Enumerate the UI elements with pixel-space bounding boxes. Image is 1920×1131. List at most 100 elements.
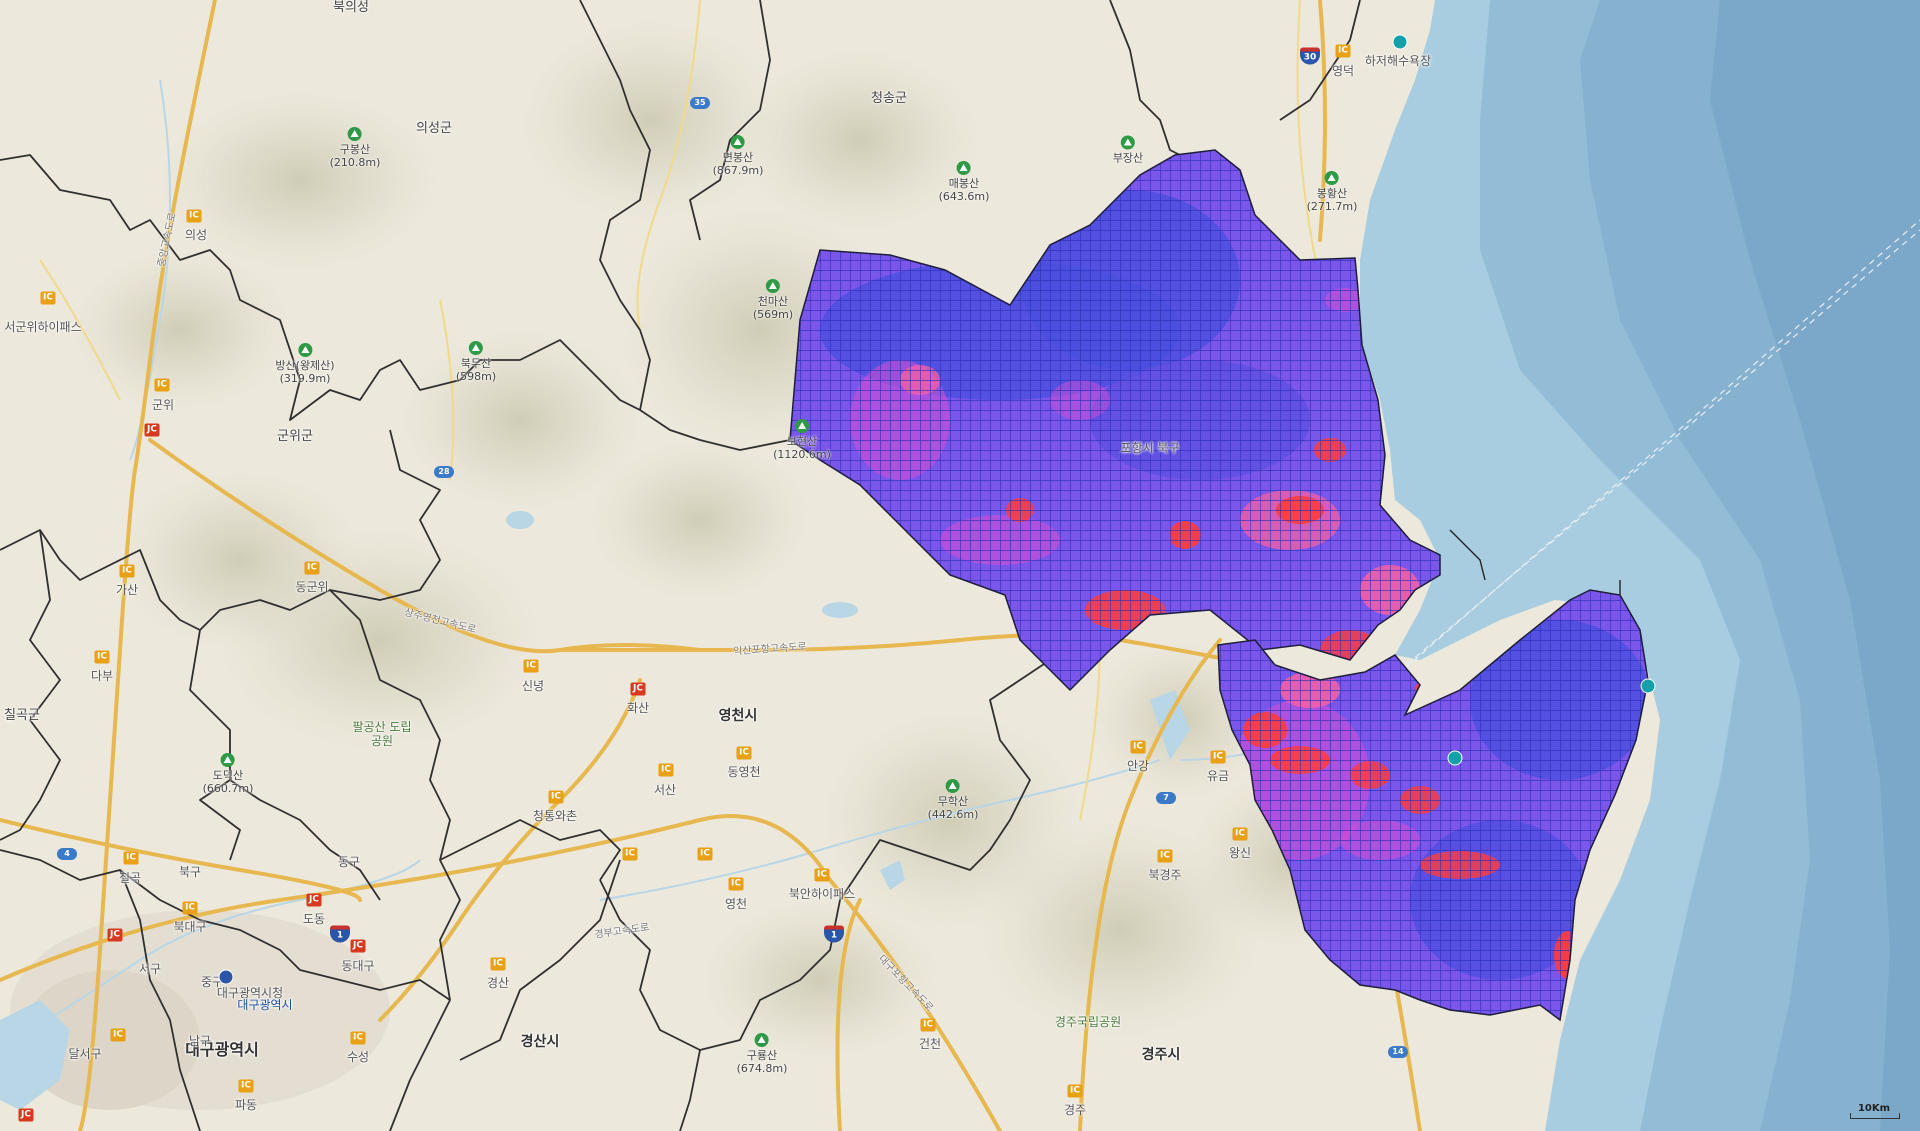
beach-icon[interactable] xyxy=(1392,34,1408,50)
peak-marker[interactable]: 방산(왕제산) (319.9m) xyxy=(275,343,335,385)
junction-icon[interactable]: JC xyxy=(306,893,322,907)
route-marker-icon: 4 xyxy=(57,848,77,860)
peak-marker[interactable]: 도덕산 (660.7m) xyxy=(203,753,253,795)
mountain-icon xyxy=(956,161,971,175)
highway-shield-icon: 30 xyxy=(1300,47,1320,65)
interchange-icon[interactable]: IC xyxy=(1067,1084,1083,1098)
town-label: 서산 xyxy=(653,783,677,797)
interchange-icon[interactable]: IC xyxy=(1157,849,1173,863)
town-label: 의성 xyxy=(184,228,208,242)
interchange-icon[interactable]: IC xyxy=(728,877,744,891)
highway-shield-icon: 1 xyxy=(330,925,350,943)
interchange-icon[interactable]: IC xyxy=(490,957,506,971)
scale-line xyxy=(1850,1113,1900,1119)
city-hall-icon[interactable] xyxy=(218,969,234,985)
metro-label: 대구광역시 xyxy=(185,1040,259,1059)
national-roads xyxy=(39,0,1321,821)
peak-marker[interactable]: 무학산 (442.6m) xyxy=(928,779,978,821)
district-label: 중구 xyxy=(200,975,224,989)
mountain-icon xyxy=(945,779,960,793)
interchange-icon[interactable]: IC xyxy=(154,378,170,392)
mountain-icon xyxy=(1324,171,1339,185)
mountain-icon xyxy=(765,279,780,293)
interchange-icon[interactable]: IC xyxy=(736,746,752,760)
route-marker-icon: 35 xyxy=(690,97,710,109)
interchange-icon[interactable]: IC xyxy=(920,1018,936,1032)
peak-marker[interactable]: 매봉산 (643.6m) xyxy=(939,161,989,203)
route-marker-icon: 28 xyxy=(434,466,454,478)
beach-icon[interactable] xyxy=(1640,678,1656,694)
town-label: 북안하이패스 xyxy=(788,887,856,901)
park-label: 경주국립공원 xyxy=(1054,1015,1122,1029)
scale-bar: 10Km xyxy=(1850,1103,1900,1119)
interchange-icon[interactable]: IC xyxy=(1130,740,1146,754)
mountain-icon xyxy=(298,343,312,357)
town-label: 안강 xyxy=(1126,759,1150,773)
poi-label: 대구광역시청 xyxy=(216,986,284,1000)
interchange-icon[interactable]: IC xyxy=(119,564,135,578)
interchange-icon[interactable]: IC xyxy=(1210,750,1226,764)
interchange-icon[interactable]: IC xyxy=(350,1031,366,1045)
interchange-icon[interactable]: IC xyxy=(40,291,56,305)
rivers xyxy=(0,79,1301,1051)
interchange-icon[interactable]: IC xyxy=(304,561,320,575)
park-label: 팔공산 도립공원 xyxy=(352,720,412,748)
peak-marker[interactable]: 천마산 (569m) xyxy=(753,279,793,321)
junction-icon[interactable]: JC xyxy=(18,1108,34,1122)
peak-marker[interactable]: 봉황산 (271.7m) xyxy=(1307,171,1357,213)
town-label: 동대구 xyxy=(341,959,375,973)
town-label: 왕신 xyxy=(1228,846,1252,860)
beach-icon[interactable] xyxy=(1447,750,1463,766)
region-label: 북의성 xyxy=(333,0,369,15)
junction-icon[interactable]: JC xyxy=(144,423,160,437)
city-label: 경주시 xyxy=(1141,1047,1181,1063)
region-label: 청송군 xyxy=(871,91,907,106)
interchange-icon[interactable]: IC xyxy=(110,1028,126,1042)
peak-marker[interactable]: 면봉산 (867.9m) xyxy=(713,135,763,177)
interchange-icon[interactable]: IC xyxy=(814,868,830,882)
interchange-icon[interactable]: IC xyxy=(186,209,202,223)
peak-marker[interactable]: 보현산 (1120.6m) xyxy=(773,419,831,461)
town-label: 북경주 xyxy=(1148,868,1182,882)
district-label: 수성 xyxy=(346,1050,370,1064)
junction-icon[interactable]: JC xyxy=(350,939,366,953)
interchange-icon[interactable]: IC xyxy=(123,851,139,865)
town-label: 건천 xyxy=(918,1037,942,1051)
interchange-icon[interactable]: IC xyxy=(1335,44,1351,58)
town-label: 영덕 xyxy=(1331,64,1355,78)
town-label: 화산 xyxy=(626,701,650,715)
interchange-icon[interactable]: IC xyxy=(697,847,713,861)
town-label: 군위 xyxy=(151,398,175,412)
district-label: 동구 xyxy=(337,855,361,869)
mountain-icon xyxy=(347,127,362,141)
interchange-icon[interactable]: IC xyxy=(182,901,198,915)
interchange-icon[interactable]: IC xyxy=(658,763,674,777)
town-label: 경산 xyxy=(486,976,510,990)
town-label: 북대구 xyxy=(173,920,207,934)
peak-marker[interactable]: 구룡산 (674.8m) xyxy=(737,1033,787,1075)
interchange-icon[interactable]: IC xyxy=(622,847,638,861)
junction-icon[interactable]: JC xyxy=(107,928,123,942)
interchange-icon[interactable]: IC xyxy=(1232,827,1248,841)
interchange-icon[interactable]: IC xyxy=(523,659,539,673)
district-label: 북구 xyxy=(178,865,202,879)
admin-boundaries xyxy=(0,0,1361,1131)
mountain-icon xyxy=(1121,135,1135,150)
town-label: 파동 xyxy=(234,1098,258,1112)
interchange-icon[interactable]: IC xyxy=(94,650,110,664)
overlay-south-outline xyxy=(1217,589,1649,1022)
peak-marker[interactable]: 구봉산 (210.8m) xyxy=(330,127,380,169)
peak-marker[interactable]: 북두산 (598m) xyxy=(456,341,496,383)
junction-icon[interactable]: JC xyxy=(630,682,646,696)
sea xyxy=(1360,0,1920,1131)
interchange-icon[interactable]: IC xyxy=(238,1079,254,1093)
town-label: 동영천 xyxy=(727,765,761,779)
interchange-icon[interactable]: IC xyxy=(548,790,564,804)
peak-marker[interactable]: 부장산 xyxy=(1113,135,1143,165)
town-label: 청통와촌 xyxy=(532,809,578,823)
town-label: 다부 xyxy=(90,669,114,683)
town-label: 가산 xyxy=(115,583,139,597)
highway-shield-icon: 1 xyxy=(824,925,844,943)
